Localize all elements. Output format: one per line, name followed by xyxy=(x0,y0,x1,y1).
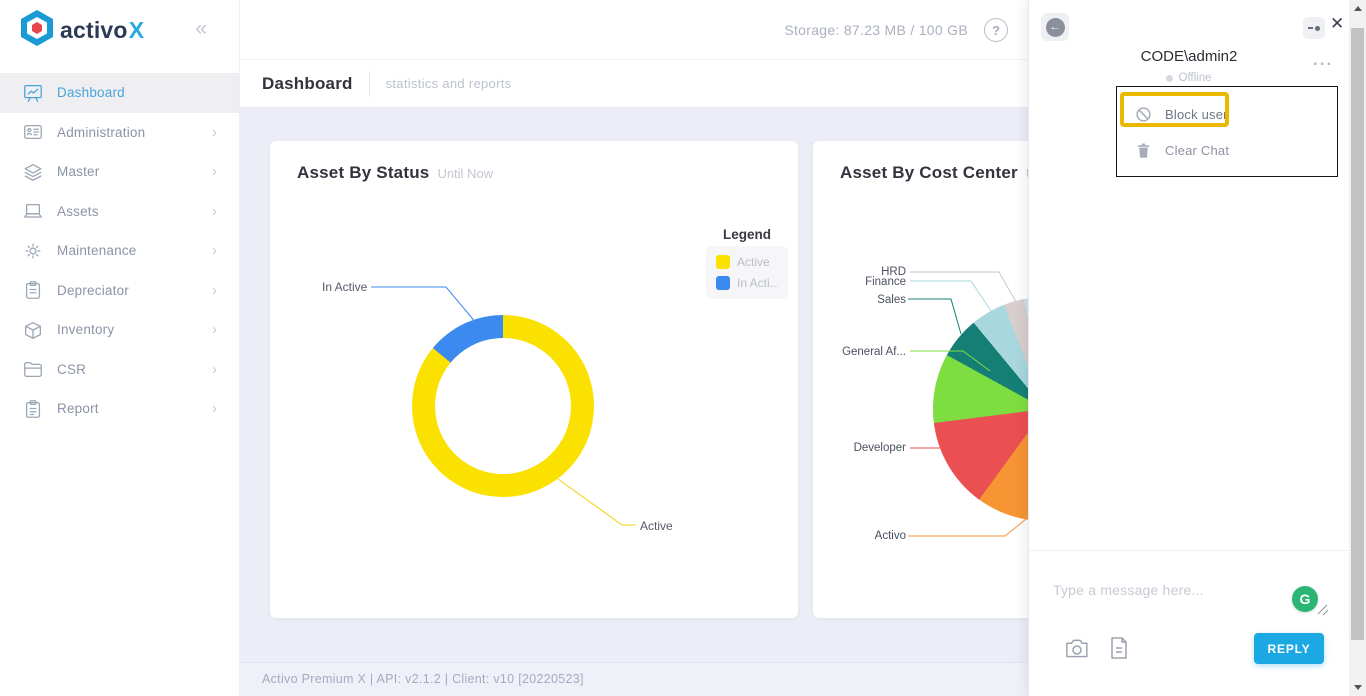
card-title: Asset By Status xyxy=(297,163,430,182)
chat-context-menu: Block user Clear Chat xyxy=(1116,86,1338,177)
status-label: Offline xyxy=(1178,72,1212,84)
sidebar-collapse-icon[interactable]: « xyxy=(195,17,207,40)
menu-item-label: Block user xyxy=(1165,106,1228,122)
brand-header: activoX « xyxy=(0,0,239,60)
box-icon xyxy=(22,319,44,341)
page-subtitle: statistics and reports xyxy=(385,76,512,91)
back-arrow-icon: ← xyxy=(1045,17,1065,37)
sidebar-item-label: Depreciator xyxy=(57,282,129,298)
page-scrollbar[interactable] xyxy=(1349,0,1366,696)
legend-item-inactive[interactable]: In Acti... xyxy=(716,276,778,290)
help-icon[interactable]: ? xyxy=(984,18,1008,42)
breadcrumb-divider xyxy=(368,70,370,97)
chat-input-divider xyxy=(1029,550,1349,551)
menu-item-block-user[interactable]: Block user xyxy=(1117,96,1337,132)
card-title: Asset By Cost Center xyxy=(840,163,1018,182)
layers-icon xyxy=(22,161,44,183)
chevron-right-icon: › xyxy=(212,360,217,378)
close-icon[interactable]: ✕ xyxy=(1330,14,1345,33)
slice-label-general-affairs: General Af... xyxy=(842,346,906,358)
slice-label-hrd: HRD xyxy=(881,266,906,278)
sidebar-item-label: Master xyxy=(57,164,100,180)
laptop-icon xyxy=(22,200,44,222)
back-button[interactable]: ← xyxy=(1041,13,1069,41)
message-input[interactable] xyxy=(1053,572,1278,608)
slice-label-in-active: In Active xyxy=(322,280,368,294)
sidebar-item-depreciator[interactable]: Depreciator › xyxy=(0,271,239,311)
legend-label: In Acti... xyxy=(737,276,778,290)
menu-item-label: Clear Chat xyxy=(1165,142,1230,158)
chevron-right-icon: › xyxy=(212,242,217,260)
slice-label-developer: Developer xyxy=(853,442,906,454)
gear-icon xyxy=(22,240,44,262)
asset-by-status-card: Asset By Status Until Now Legend Active … xyxy=(270,141,798,618)
sidebar-item-label: Dashboard xyxy=(57,85,125,101)
chat-panel: ← ✕ CODE\admin2 Offline ... Block user xyxy=(1028,0,1349,696)
sidebar-item-csr[interactable]: CSR › xyxy=(0,350,239,390)
sidebar-item-administration[interactable]: Administration › xyxy=(0,113,239,153)
camera-icon[interactable] xyxy=(1065,638,1090,664)
chevron-right-icon: › xyxy=(212,123,217,141)
donut-hole xyxy=(435,338,571,474)
reply-button[interactable]: REPLY xyxy=(1254,633,1324,664)
brand-name: activoX xyxy=(60,16,145,43)
block-icon xyxy=(1135,106,1152,123)
sidebar-item-label: Report xyxy=(57,401,99,417)
chevron-right-icon: › xyxy=(212,163,217,181)
chat-user-title: CODE\admin2 xyxy=(1140,48,1238,65)
slice-label-sales: Sales xyxy=(877,294,906,306)
resize-handle-icon[interactable] xyxy=(1315,602,1329,616)
brand-logo-icon xyxy=(20,9,54,52)
chevron-right-icon: › xyxy=(212,400,217,418)
slice-label-activo: Activo xyxy=(874,530,906,542)
sidebar-item-dashboard[interactable]: Dashboard xyxy=(0,73,239,113)
legend-item-active[interactable]: Active xyxy=(716,255,778,269)
slice-label-finance: Finance xyxy=(865,276,906,288)
detach-icon[interactable] xyxy=(1303,17,1325,39)
legend-label: Active xyxy=(737,255,770,269)
sidebar-item-label: Inventory xyxy=(57,322,115,338)
legend-swatch-inactive xyxy=(716,276,730,290)
sidebar-item-label: Maintenance xyxy=(57,243,137,259)
legend-swatch-active xyxy=(716,255,730,269)
presentation-chart-icon xyxy=(22,82,44,104)
sidebar-item-inventory[interactable]: Inventory › xyxy=(0,310,239,350)
footer-version-text: Activo Premium X | API: v2.1.2 | Client:… xyxy=(262,672,584,686)
sidebar-nav: Dashboard Administration › Master › xyxy=(0,73,239,429)
sidebar-item-label: Administration xyxy=(57,124,146,140)
menu-item-clear-chat[interactable]: Clear Chat xyxy=(1117,132,1337,168)
grammarly-icon[interactable]: G xyxy=(1292,586,1318,612)
sidebar: activoX « Dashboard Administration › xyxy=(0,0,240,696)
trash-icon xyxy=(1135,142,1152,159)
slice-label-active: Active xyxy=(640,519,673,533)
report-clipboard-icon xyxy=(22,398,44,420)
offline-dot-icon xyxy=(1166,74,1174,82)
storage-indicator: Storage: 87.23 MB / 100 GB xyxy=(784,22,968,38)
sidebar-item-label: Assets xyxy=(57,203,99,219)
id-card-icon xyxy=(22,121,44,143)
scroll-down-arrow[interactable] xyxy=(1349,679,1366,696)
sidebar-item-assets[interactable]: Assets › xyxy=(0,192,239,232)
chevron-right-icon: › xyxy=(212,202,217,220)
scroll-up-arrow[interactable] xyxy=(1349,0,1366,17)
clipboard-icon xyxy=(22,279,44,301)
legend-title: Legend xyxy=(722,227,771,242)
sidebar-item-master[interactable]: Master › xyxy=(0,152,239,192)
chevron-right-icon: › xyxy=(212,281,217,299)
scrollbar-thumb[interactable] xyxy=(1351,28,1364,640)
card-period: Until Now xyxy=(437,166,494,181)
sidebar-item-label: CSR xyxy=(57,361,87,377)
brand-accent: X xyxy=(128,16,145,43)
folder-icon xyxy=(22,358,44,380)
sidebar-item-report[interactable]: Report › xyxy=(0,389,239,429)
sidebar-item-maintenance[interactable]: Maintenance › xyxy=(0,231,239,271)
attach-document-icon[interactable] xyxy=(1109,636,1129,665)
chat-menu-ellipsis-icon[interactable]: ... xyxy=(1313,50,1334,69)
chevron-right-icon: › xyxy=(212,321,217,339)
chart-legend: Active In Acti... xyxy=(706,246,788,299)
chat-status: Offline xyxy=(1029,72,1349,84)
page-title: Dashboard xyxy=(262,73,353,93)
